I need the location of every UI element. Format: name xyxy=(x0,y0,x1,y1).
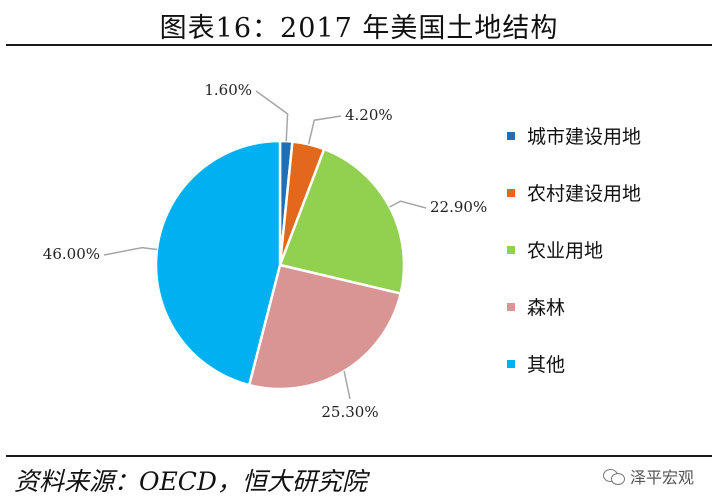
legend-label-agricultural: 农业用地 xyxy=(527,240,603,262)
legend-label-forest: 森林 xyxy=(527,297,565,319)
data-label-agricultural: 22.90% xyxy=(430,198,487,216)
chart-title: 图表16：2017 年美国土地结构 xyxy=(159,13,559,44)
legend-swatch-agricultural xyxy=(507,246,515,254)
pie-slice-forest xyxy=(247,263,403,391)
leader-line-agricultural xyxy=(389,200,427,209)
pie-slice-agricultural xyxy=(278,147,406,296)
leader-line-rural-construction xyxy=(307,115,342,145)
data-labels: 1.60% 4.20% 22.90% 25.30% 46.00% xyxy=(43,81,487,421)
data-label-forest: 25.30% xyxy=(321,403,378,421)
footer-divider xyxy=(6,455,712,457)
wechat-icon xyxy=(603,468,625,485)
pie-slice-other xyxy=(154,139,282,387)
leader-line-urban-construction xyxy=(255,90,289,142)
legend-swatch-urban-construction xyxy=(507,132,515,140)
leader-line-forest xyxy=(343,370,351,400)
leader-line-other xyxy=(103,246,158,256)
watermark-text: 泽平宏观 xyxy=(630,468,695,487)
data-label-rural-construction: 4.20% xyxy=(345,106,393,124)
source-note: 资料来源：OECD，恒大研究院 xyxy=(14,467,367,496)
legend-swatch-other xyxy=(507,360,515,368)
legend-label-rural-construction: 农村建设用地 xyxy=(527,183,641,205)
label-leader-lines xyxy=(103,90,427,400)
legend-swatch-forest xyxy=(507,303,515,311)
data-label-urban-construction: 1.60% xyxy=(204,81,252,99)
pie-slices xyxy=(154,139,406,391)
title-divider xyxy=(6,44,712,46)
data-label-other: 46.00% xyxy=(43,245,100,263)
legend-swatch-rural-construction xyxy=(507,189,515,197)
legend-label-urban-construction: 城市建设用地 xyxy=(527,126,641,148)
legend-label-other: 其他 xyxy=(527,354,565,376)
watermark: 泽平宏观 xyxy=(603,464,694,488)
